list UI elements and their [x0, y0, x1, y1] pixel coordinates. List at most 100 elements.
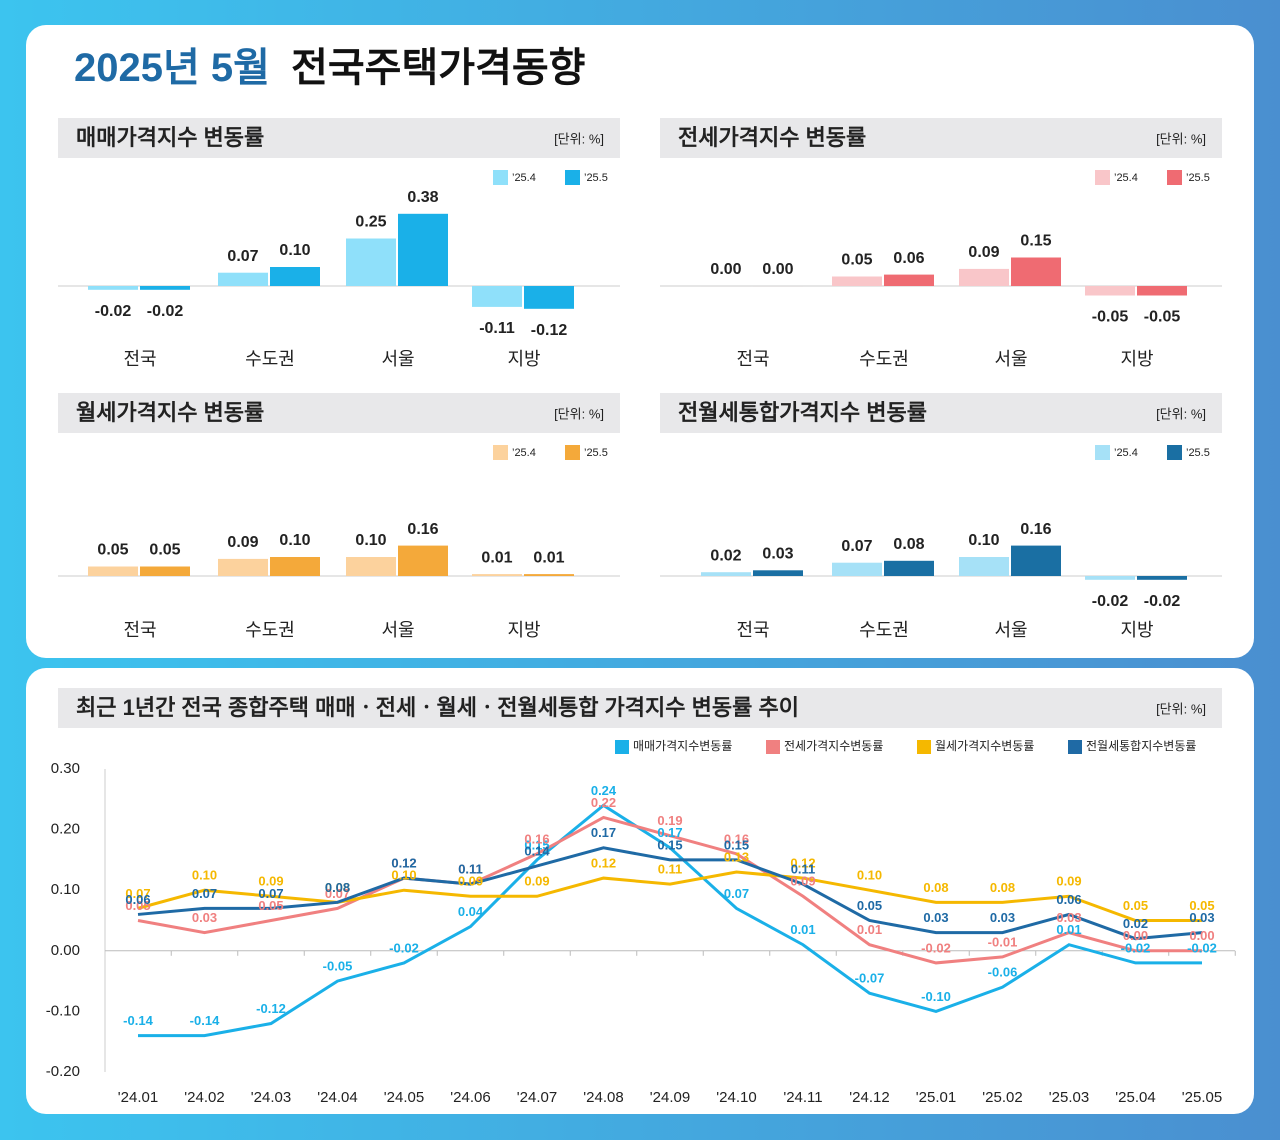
bar [1137, 286, 1187, 296]
point-label: -0.14 [190, 1013, 220, 1028]
category-label: 지방 [507, 349, 540, 369]
x-tick-label: '25.05 [1182, 1089, 1222, 1106]
point-label: 0.14 [524, 843, 550, 858]
point-label: -0.02 [921, 940, 951, 955]
value-label: 0.05 [149, 542, 180, 559]
point-label: 0.08 [325, 880, 350, 895]
value-label: 0.38 [407, 189, 438, 206]
point-label: 0.12 [591, 856, 616, 871]
point-label: 0.05 [1123, 898, 1148, 913]
value-label: 0.01 [533, 549, 564, 566]
legend-label: 매매가격지수변동률 [633, 739, 732, 753]
value-label: 0.03 [762, 546, 793, 563]
bar [346, 239, 396, 287]
y-tick-label: 0.20 [51, 821, 80, 838]
x-tick-label: '25.04 [1115, 1089, 1155, 1106]
category-label: 지방 [507, 620, 540, 640]
point-label: 0.10 [857, 868, 882, 883]
point-label: 0.03 [192, 910, 217, 925]
bar [959, 269, 1009, 286]
point-label: 0.01 [857, 922, 882, 937]
value-label: -0.02 [147, 303, 184, 320]
y-tick-label: 0.10 [51, 881, 80, 898]
point-label: 0.15 [724, 837, 749, 852]
legend-label: ’25.5 [584, 172, 608, 184]
panel-title: 월세가격지수 변동률 [76, 400, 264, 425]
point-label: 0.19 [657, 813, 682, 828]
bar [270, 557, 320, 576]
legend-label: 전월세통합지수변동률 [1086, 739, 1196, 753]
point-label: 0.06 [1056, 892, 1081, 907]
point-label: 0.11 [458, 862, 483, 877]
x-tick-label: '24.02 [184, 1089, 224, 1106]
value-label: -0.02 [1092, 593, 1129, 610]
value-label: -0.05 [1092, 309, 1129, 326]
bar [346, 557, 396, 576]
category-label: 서울 [994, 349, 1027, 369]
unit-label: [단위: %] [554, 131, 604, 146]
point-label: 0.02 [1123, 916, 1148, 931]
legend-label: ’25.4 [512, 447, 536, 459]
legend-label: ’25.5 [1186, 172, 1210, 184]
value-label: 0.10 [279, 532, 310, 549]
bar [1011, 258, 1061, 287]
bar [1011, 546, 1061, 576]
bar [218, 273, 268, 286]
point-label: 0.00 [1189, 928, 1214, 943]
category-label: 서울 [381, 349, 414, 369]
bar [398, 214, 448, 286]
point-label: 0.22 [591, 795, 616, 810]
bar [1085, 286, 1135, 296]
category-label: 수도권 [245, 620, 295, 640]
point-label: 0.17 [591, 825, 616, 840]
legend-swatch [493, 445, 508, 460]
bar [88, 567, 138, 577]
legend-label: 전세가격지수변동률 [784, 739, 883, 753]
x-tick-label: '24.09 [650, 1089, 690, 1106]
panel-title: 전월세통합가격지수 변동률 [678, 400, 927, 425]
value-label: 0.06 [893, 250, 924, 267]
y-tick-label: 0.00 [51, 942, 80, 959]
point-label: 0.15 [657, 837, 682, 852]
x-tick-label: '25.01 [916, 1089, 956, 1106]
point-label: 0.07 [192, 886, 217, 901]
point-label: 0.05 [857, 898, 882, 913]
value-label: 0.10 [355, 532, 386, 549]
bar [218, 559, 268, 576]
point-label: -0.01 [988, 934, 1018, 949]
panel-title: 전세가격지수 변동률 [678, 125, 866, 150]
x-tick-label: '24.05 [384, 1089, 424, 1106]
y-tick-label: 0.30 [51, 760, 80, 777]
value-label: 0.09 [227, 534, 258, 551]
point-label: 0.08 [923, 880, 948, 895]
value-label: 0.07 [841, 538, 872, 555]
point-label: -0.05 [323, 959, 353, 974]
point-label: 0.03 [990, 910, 1015, 925]
legend-swatch [565, 445, 580, 460]
legend-label: ’25.4 [1114, 172, 1138, 184]
title-highlight: 2025년 5월 [74, 46, 270, 90]
x-tick-label: '24.08 [583, 1089, 623, 1106]
value-label: -0.02 [95, 303, 132, 320]
value-label: 0.00 [762, 261, 793, 278]
category-label: 전국 [123, 349, 156, 369]
category-label: 지방 [1120, 620, 1153, 640]
point-label: 0.03 [1189, 910, 1214, 925]
point-label: 0.03 [923, 910, 948, 925]
category-label: 전국 [736, 620, 769, 640]
value-label: 0.05 [841, 252, 872, 269]
value-label: 0.10 [968, 532, 999, 549]
page-title: 2025년 5월 전국주택가격동향 [74, 46, 585, 90]
bar [140, 567, 190, 577]
legend-label: ’25.5 [1186, 447, 1210, 459]
y-tick-label: -0.10 [46, 1002, 80, 1019]
bar [832, 277, 882, 287]
point-label: -0.14 [123, 1013, 153, 1028]
unit-label: [단위: %] [1156, 701, 1206, 716]
value-label: 0.08 [893, 536, 924, 553]
bar [524, 286, 574, 309]
category-label: 전국 [123, 620, 156, 640]
bar [884, 561, 934, 576]
legend-swatch [1095, 170, 1110, 185]
